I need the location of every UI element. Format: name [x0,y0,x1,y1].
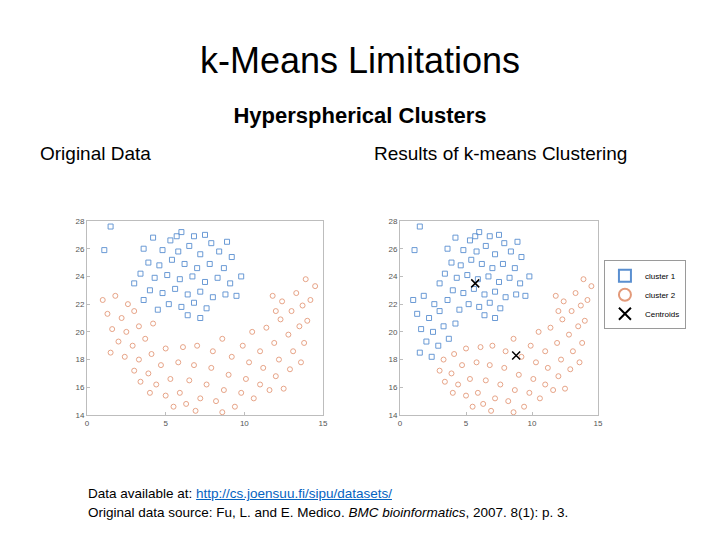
svg-text:26: 26 [75,245,84,254]
html-text:Data available at: http://cs.j: Data available at: http://cs.joensuu.fi/… [88,486,392,501]
svg-text:24: 24 [388,272,397,281]
svg-text:14: 14 [75,411,84,420]
svg-text:cluster 2: cluster 2 [645,291,676,300]
html-text:Original data source: Fu, L. a: Original data source: Fu, L. and E. Medi… [88,505,569,520]
svg-text:5: 5 [163,419,168,428]
svg-text:5: 5 [464,419,469,428]
svg-text:20: 20 [75,328,84,337]
svg-text:15: 15 [594,419,603,428]
html-text:Original Data: Original Data [40,143,151,164]
svg-text:Centroids: Centroids [645,310,679,319]
html-text:Hyperspherical Clusters: Hyperspherical Clusters [233,103,487,128]
svg-text:22: 22 [75,300,84,309]
svg-text:26: 26 [388,245,397,254]
svg-text:16: 16 [388,383,397,392]
svg-text:0: 0 [85,419,90,428]
svg-text:28: 28 [75,217,84,226]
svg-text:24: 24 [75,272,84,281]
svg-text:10: 10 [528,419,537,428]
html-text:k-Means Limitations: k-Means Limitations [199,40,521,81]
html-text:Results of k-means Clustering: Results of k-means Clustering [374,143,628,164]
svg-text:22: 22 [388,300,397,309]
svg-text:10: 10 [240,419,249,428]
svg-text:28: 28 [388,217,397,226]
svg-text:0: 0 [398,419,403,428]
svg-text:14: 14 [388,411,397,420]
svg-text:18: 18 [388,355,397,364]
svg-text:cluster 1: cluster 1 [645,272,676,281]
svg-text:16: 16 [75,383,84,392]
svg-text:15: 15 [319,419,328,428]
svg-text:18: 18 [75,355,84,364]
svg-text:20: 20 [388,328,397,337]
